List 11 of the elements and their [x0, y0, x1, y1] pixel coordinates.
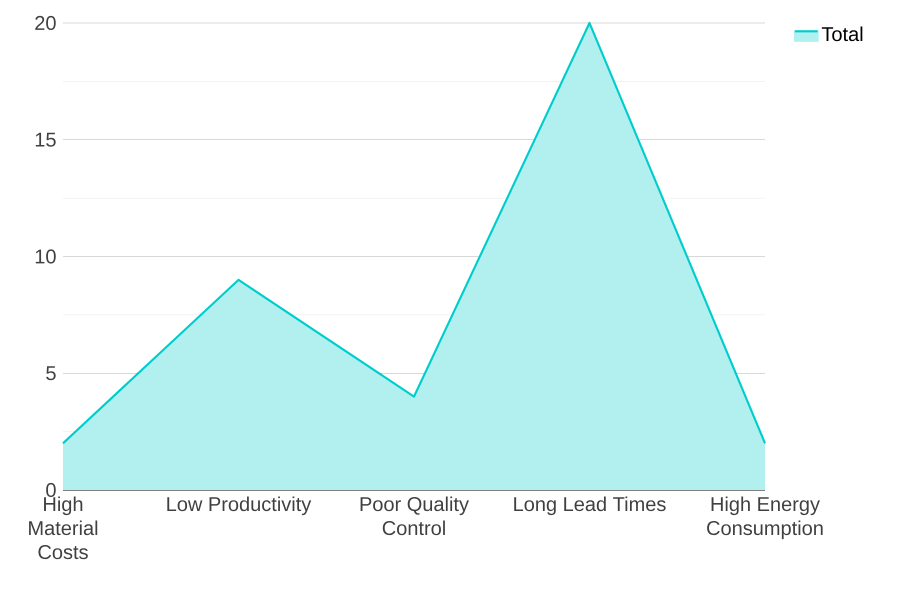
y-tick-label: 20	[35, 16, 56, 30]
y-tick-label: 0	[46, 482, 56, 498]
y-tick-label: 5	[46, 366, 56, 380]
x-tick-label: Poor Quality Control	[360, 496, 469, 536]
x-tick-label: Low Productivity	[167, 496, 312, 516]
x-tick-label: High Material Costs	[29, 496, 98, 560]
x-tick-label: High Energy Consumption	[707, 496, 823, 540]
y-tick-label: 10	[36, 249, 56, 264]
x-tick-label: Long Lead Times	[514, 496, 666, 516]
legend-label: Total	[822, 26, 862, 42]
y-tick-label: 15	[36, 132, 56, 147]
